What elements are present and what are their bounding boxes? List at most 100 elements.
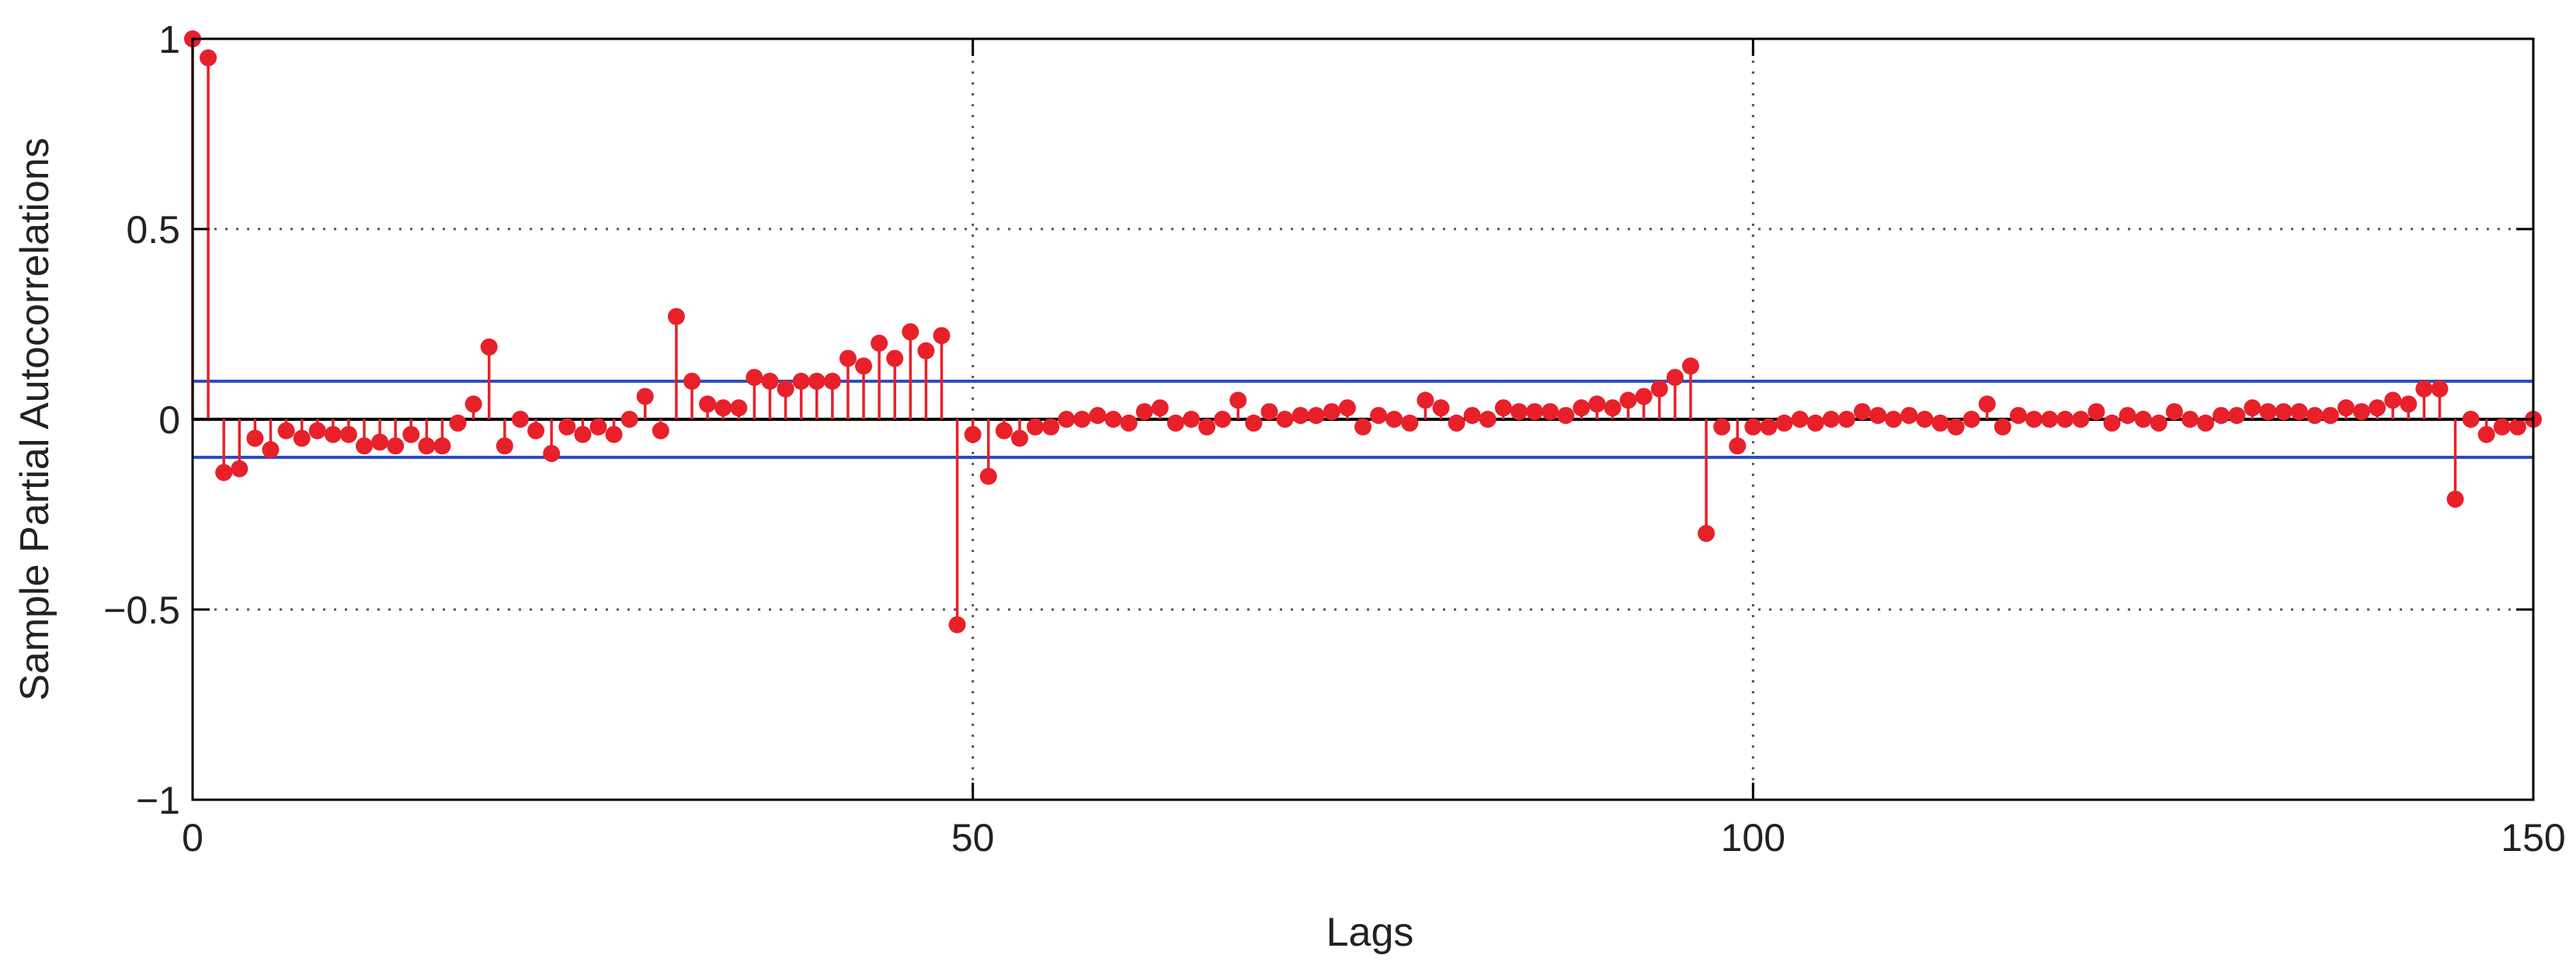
stem-lag-147 xyxy=(2477,419,2495,443)
stem-lag-50 xyxy=(964,419,982,443)
stem-lag-114 xyxy=(1962,411,1980,428)
stem-marker xyxy=(2400,395,2418,413)
stem-marker xyxy=(1557,407,1575,425)
stem-marker xyxy=(1713,418,1731,436)
stem-marker xyxy=(839,349,857,367)
stem-lag-18 xyxy=(464,395,482,419)
stem-marker xyxy=(2431,380,2449,398)
stem-lag-104 xyxy=(1806,414,1824,432)
stem-marker xyxy=(1432,399,1450,417)
stem-lag-73 xyxy=(1323,403,1340,421)
stem-lag-93 xyxy=(1635,387,1653,419)
stem-marker xyxy=(2508,418,2526,436)
stem-marker xyxy=(1417,391,1434,409)
stem-marker xyxy=(293,429,311,447)
stem-marker xyxy=(2321,407,2339,425)
stem-lag-33 xyxy=(699,395,717,419)
stem-lag-134 xyxy=(2275,403,2293,421)
stem-lag-137 xyxy=(2321,407,2339,425)
stem-lag-41 xyxy=(823,373,841,419)
stem-marker xyxy=(433,437,451,455)
stem-marker xyxy=(621,411,638,428)
stem-marker xyxy=(699,395,717,413)
stem-lag-39 xyxy=(792,373,810,419)
stem-marker xyxy=(1650,380,1668,398)
stem-marker xyxy=(2197,414,2215,432)
stem-marker xyxy=(1822,411,1840,428)
stem-lag-43 xyxy=(855,357,873,419)
stem-marker xyxy=(2415,380,2433,398)
stem-marker xyxy=(2244,399,2261,417)
stem-marker xyxy=(1604,399,1622,417)
stem-lag-58 xyxy=(1089,407,1107,425)
stem-lag-25 xyxy=(574,419,592,443)
stem-lag-24 xyxy=(558,418,576,436)
stem-marker xyxy=(1588,395,1606,413)
y-tick-label: −1 xyxy=(136,779,180,822)
stem-lag-36 xyxy=(746,369,763,419)
stem-marker xyxy=(1744,418,1762,436)
stem-marker xyxy=(387,437,405,455)
stem-marker xyxy=(2290,403,2308,421)
stem-lag-91 xyxy=(1604,399,1622,419)
stem-lag-59 xyxy=(1104,411,1122,428)
y-tick-labels: −1 −0.5 0 0.5 1 xyxy=(103,18,180,822)
stem-lag-146 xyxy=(2462,411,2480,428)
stem-marker xyxy=(761,373,779,390)
stem-lag-16 xyxy=(433,419,451,455)
stem-lag-125 xyxy=(2134,411,2152,428)
stem-marker xyxy=(558,418,576,436)
stem-lag-96 xyxy=(1681,357,1699,419)
stem-marker xyxy=(1619,391,1637,409)
stem-lag-89 xyxy=(1573,399,1590,419)
stem-lag-112 xyxy=(1931,414,1949,432)
stem-lag-17 xyxy=(449,414,467,432)
stem-marker xyxy=(823,373,841,390)
stem-marker xyxy=(1166,414,1184,432)
stem-marker xyxy=(1058,411,1076,428)
stem-lag-47 xyxy=(917,342,935,419)
stem-lag-78 xyxy=(1401,414,1419,432)
stem-marker xyxy=(1027,418,1045,436)
stem-marker xyxy=(231,460,249,478)
stem-lag-132 xyxy=(2244,399,2261,419)
stem-marker xyxy=(2369,399,2387,417)
stem-lag-95 xyxy=(1666,369,1684,419)
stem-lag-127 xyxy=(2165,403,2183,421)
stem-marker xyxy=(2306,407,2324,425)
stem-lag-126 xyxy=(2150,414,2168,432)
stem-marker xyxy=(1401,414,1419,432)
stem-marker xyxy=(1666,369,1684,387)
stem-marker xyxy=(2259,403,2277,421)
stem-lag-54 xyxy=(1027,418,1045,436)
stem-lag-100 xyxy=(1744,418,1762,436)
stem-lag-86 xyxy=(1526,403,1544,421)
stem-marker xyxy=(2134,411,2152,428)
stem-marker xyxy=(2275,403,2293,421)
stem-marker xyxy=(714,399,732,417)
stem-marker xyxy=(1089,407,1107,425)
stem-marker xyxy=(1276,411,1294,428)
stem-marker xyxy=(1760,418,1778,436)
y-tick-label: 0.5 xyxy=(126,208,180,252)
stem-marker xyxy=(1775,414,1793,432)
stem-marker xyxy=(2337,399,2355,417)
axis-ticks xyxy=(191,37,2535,801)
stem-marker xyxy=(543,445,561,463)
y-tick-label: 1 xyxy=(158,18,180,61)
stem-lag-19 xyxy=(480,338,498,419)
stem-marker xyxy=(2352,403,2370,421)
stem-marker xyxy=(746,369,763,387)
stem-lag-98 xyxy=(1713,418,1731,436)
stem-marker xyxy=(1385,411,1403,428)
stem-marker xyxy=(2165,403,2183,421)
stem-marker xyxy=(2119,407,2136,425)
stem-lag-68 xyxy=(1245,414,1263,432)
stem-marker xyxy=(1307,407,1325,425)
stem-lag-76 xyxy=(1370,407,1388,425)
stem-marker xyxy=(1791,411,1809,428)
stem-marker xyxy=(1931,414,1949,432)
stem-lag-53 xyxy=(1010,419,1028,447)
stem-lag-131 xyxy=(2228,407,2246,425)
